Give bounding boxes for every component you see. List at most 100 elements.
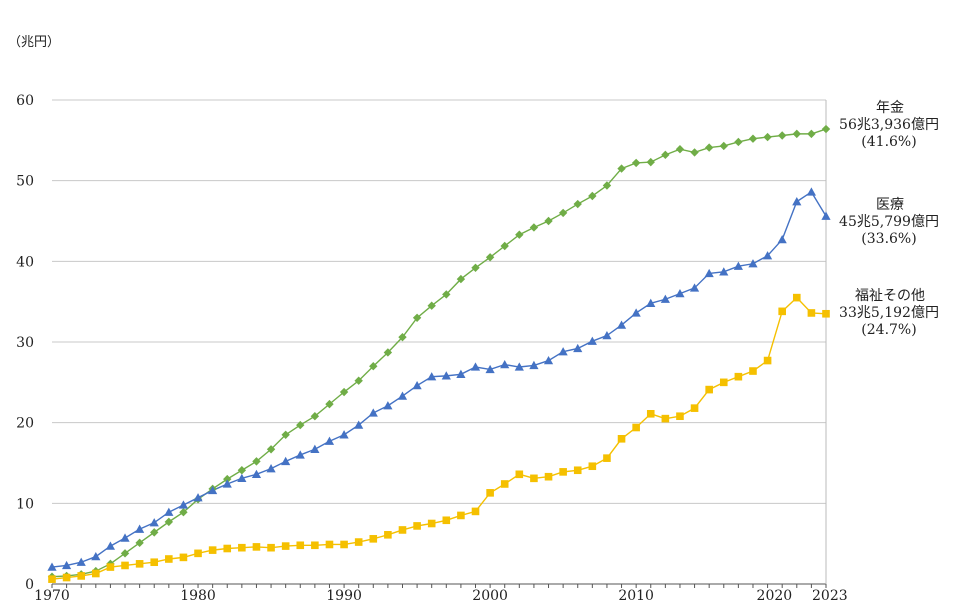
pension-point-1996: [427, 301, 436, 310]
y-unit-label: （兆円）: [8, 35, 60, 50]
y-tick-label-30: 30: [16, 335, 34, 351]
medical-point-2013: [675, 289, 685, 298]
medical-point-1993: [383, 401, 393, 410]
x-tick-label-2000: 2000: [472, 588, 508, 600]
welfare-point-1988: [311, 541, 319, 550]
welfare-point-1972: [77, 572, 86, 580]
pension-point-1976: [135, 538, 144, 548]
pension-point-2013: [675, 145, 685, 154]
pension-point-2008: [602, 181, 612, 190]
welfare-point-1981: [208, 546, 217, 554]
gridlines: [52, 99, 826, 504]
welfare-point-2009: [617, 435, 626, 443]
pension-point-1994: [398, 332, 407, 342]
welfare-point-2001: [500, 480, 509, 488]
welfare-point-1987: [296, 541, 305, 550]
pension-point-2004: [544, 216, 553, 226]
pension-point-2023: [821, 124, 831, 134]
medical-point-1974: [105, 541, 116, 550]
welfare-point-2012: [661, 414, 670, 423]
welfare-point-1976: [135, 560, 144, 568]
medical-point-1972: [76, 557, 86, 566]
pension-point-1997: [442, 290, 451, 299]
medical-point-1989: [324, 436, 335, 445]
welfare-point-2007: [588, 462, 597, 471]
medical-point-1995: [412, 380, 422, 390]
pension-point-1985: [266, 445, 276, 454]
welfare-point-1982: [223, 544, 232, 553]
medical-point-1983: [237, 473, 247, 483]
pension-annotation-line-2: (41.6%): [861, 134, 916, 150]
pension-point-2012: [661, 150, 670, 160]
pension-point-2022: [807, 129, 816, 139]
medical-point-1981: [208, 485, 218, 495]
welfare-point-1973: [92, 569, 100, 578]
medical-point-1992: [368, 408, 378, 417]
medical-point-1970: [47, 562, 57, 571]
pension-point-2016: [719, 141, 728, 151]
welfare-point-2002: [515, 470, 524, 479]
pension-point-1986: [281, 430, 290, 439]
welfare-point-2017: [734, 372, 743, 381]
medical-point-1991: [354, 420, 364, 429]
welfare-point-2005: [559, 468, 567, 476]
welfare-annotation-line-0: 福祉その他: [855, 288, 925, 304]
pension-point-1984: [252, 457, 261, 466]
pension-annotation-line-1: 56兆3,936億円: [839, 117, 939, 133]
medical-point-2007: [587, 336, 597, 345]
medical-point-2001: [500, 359, 510, 369]
medical-point-1985: [266, 464, 276, 473]
welfare-point-1996: [427, 519, 436, 528]
medical-point-2019: [762, 251, 773, 260]
welfare-point-1997: [442, 516, 451, 525]
pension-point-1999: [471, 263, 480, 272]
welfare-point-1974: [106, 563, 115, 571]
medical-point-1987: [295, 450, 305, 459]
y-tick-label-40: 40: [16, 254, 34, 270]
series-markers: [47, 124, 831, 583]
medical-annotation-line-2: (33.6%): [861, 231, 916, 247]
medical-point-1988: [310, 444, 320, 453]
welfare-point-1977: [150, 558, 159, 567]
pension-point-2014: [690, 148, 699, 157]
medical-point-1998: [456, 369, 466, 378]
welfare-point-1993: [384, 530, 392, 539]
welfare-point-2004: [544, 472, 553, 481]
medical-point-2015: [704, 268, 714, 278]
medical-point-1976: [135, 524, 145, 533]
x-tick-label-1970: 1970: [34, 588, 70, 600]
medical-point-2020: [777, 234, 787, 244]
medical-point-1990: [339, 430, 349, 439]
welfare-point-2010: [632, 423, 640, 432]
medical-point-2017: [733, 261, 743, 270]
pension-point-1998: [456, 274, 466, 284]
welfare-point-1985: [267, 543, 275, 552]
welfare-point-2008: [603, 454, 611, 462]
pension-point-2010: [631, 158, 641, 168]
welfare-point-1990: [340, 540, 348, 549]
pension-point-1983: [237, 466, 247, 475]
welfare-point-2006: [573, 466, 582, 475]
welfare-point-2021: [792, 293, 801, 302]
welfare-point-2014: [690, 404, 699, 412]
medical-annotation-line-0: 医療: [876, 196, 904, 213]
welfare-point-1980: [194, 549, 202, 558]
welfare-point-1998: [457, 511, 465, 520]
welfare-line: [51, 296, 827, 580]
medical-point-2014: [689, 283, 700, 292]
y-tick-label-10: 10: [16, 496, 34, 512]
medical-point-2018: [748, 259, 758, 268]
medical-point-1996: [427, 372, 437, 381]
medical-point-2005: [558, 347, 568, 356]
pension-point-2021: [792, 129, 801, 139]
x-tick-label-1980: 1980: [180, 588, 216, 600]
welfare-point-2022: [807, 309, 816, 317]
pension-point-2015: [704, 143, 714, 152]
pension-point-2000: [485, 253, 495, 262]
medical-point-1980: [193, 493, 203, 502]
pension-annotation-line-0: 年金: [876, 100, 904, 116]
welfare-point-2011: [646, 409, 655, 418]
pension-point-2002: [515, 230, 524, 239]
medical-point-1997: [441, 371, 451, 380]
